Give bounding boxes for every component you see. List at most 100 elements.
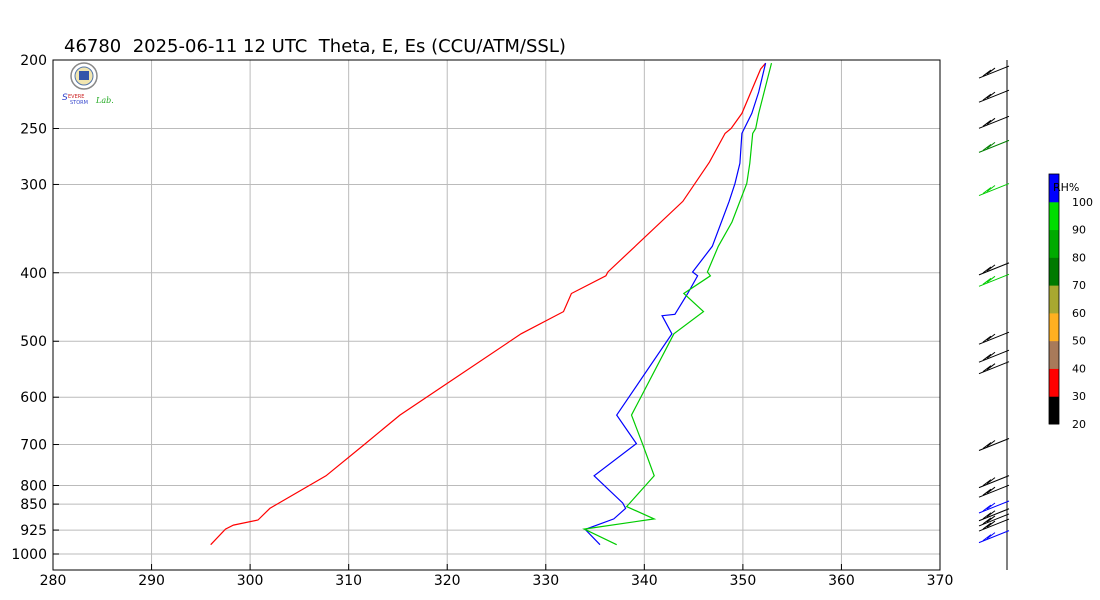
barb-staff: [978, 262, 1010, 276]
barb-staff: [978, 508, 1010, 522]
wind-barb: [978, 475, 1010, 489]
colorbar-tick-20: 20: [1072, 418, 1086, 431]
x-tick-label-330: 330: [532, 573, 559, 589]
x-tick-label-350: 350: [730, 573, 757, 589]
barb-feather: [982, 442, 992, 449]
colorbar-band: [1049, 396, 1059, 425]
wind-barb: [978, 484, 1010, 498]
wind-barb: [978, 262, 1010, 276]
barb-feather: [982, 517, 992, 525]
barb-feather: [982, 365, 992, 373]
colorbar-tick-100: 100: [1072, 196, 1093, 209]
svg-text:EVERE: EVERE: [68, 94, 84, 100]
x-tick-label-310: 310: [335, 573, 362, 589]
wind-barb: [978, 361, 1010, 375]
wind-barb: [978, 530, 1010, 544]
barb-feather: [982, 335, 992, 343]
barb-feather: [986, 185, 996, 192]
colorbar-band: [1049, 174, 1059, 203]
barb-staff: [978, 331, 1010, 345]
y-tick-label-700: 700: [20, 438, 47, 454]
rh-colorbar: 20 30 40 50 60 70 80 90 100 RH%: [1048, 173, 1093, 431]
x-tick-label-320: 320: [434, 573, 461, 589]
y-tick-label-800: 800: [20, 479, 47, 495]
chart-title: 46780 2025-06-11 12 UTC Theta, E, Es (CC…: [64, 36, 566, 57]
colorbar-band: [1049, 312, 1059, 342]
wind-barb: [978, 513, 1010, 527]
colorbar-tick-80: 80: [1072, 251, 1086, 264]
barb-feather: [986, 440, 996, 447]
barb-feather: [982, 522, 992, 530]
grid-lines: [53, 59, 940, 570]
barb-feather: [982, 266, 992, 274]
series-lines: [210, 62, 773, 546]
wind-barb: [978, 139, 1010, 153]
barb-staff: [978, 349, 1010, 363]
wind-barb-column: [978, 60, 1010, 570]
y-tick-label-200: 200: [20, 53, 47, 69]
barb-feather: [986, 502, 996, 510]
barb-staff: [978, 513, 1010, 527]
barb-feather: [986, 515, 996, 523]
x-tick-label-290: 290: [138, 573, 165, 589]
barb-feather: [986, 520, 996, 528]
barb-feather: [986, 351, 996, 359]
plot-frame: [52, 59, 941, 571]
colorbar-tick-70: 70: [1072, 279, 1086, 292]
barb-feather: [982, 534, 992, 542]
wind-barb: [978, 349, 1010, 363]
barb-feather: [986, 117, 996, 125]
wind-barb: [978, 89, 1010, 103]
x-tick-label-340: 340: [631, 573, 658, 589]
barb-feather: [986, 477, 996, 485]
barb-feather: [986, 264, 996, 272]
colorbar-band: [1049, 340, 1059, 369]
barb-feather: [986, 333, 996, 341]
barb-staff: [978, 500, 1010, 514]
colorbar-label: RH%: [1053, 181, 1079, 194]
barb-feather: [982, 479, 992, 487]
theta-e-line: [584, 62, 767, 546]
colorbar-frame: [1048, 173, 1060, 425]
colorbar-band: [1049, 229, 1059, 258]
y-tick-label-400: 400: [20, 266, 47, 282]
x-tick-label-280: 280: [40, 573, 67, 589]
barb-feather: [986, 510, 996, 518]
svg-text:Lab.: Lab.: [95, 96, 114, 105]
axes: [52, 59, 941, 571]
wind-barb: [978, 500, 1010, 514]
y-tick-label-250: 250: [20, 121, 47, 137]
barb-feather: [982, 69, 992, 77]
severe-storm-lab-logo: S EVERE STORM Lab.: [62, 62, 114, 106]
wind-barb: [978, 65, 1010, 79]
colorbar-tick-50: 50: [1072, 335, 1086, 348]
wind-barb: [978, 115, 1010, 129]
barb-feather: [986, 363, 996, 371]
barb-staff: [978, 273, 1010, 287]
barb-feather: [986, 275, 996, 283]
svg-text:STORM: STORM: [70, 100, 88, 106]
barb-feather: [982, 504, 992, 512]
barb-feather: [982, 277, 992, 285]
barb-staff: [978, 115, 1010, 129]
colorbar-band: [1049, 285, 1059, 314]
colorbar-tick-60: 60: [1072, 307, 1086, 320]
barb-staff: [978, 484, 1010, 498]
barb-feather: [982, 187, 992, 194]
y-tick-label-600: 600: [20, 390, 47, 406]
wind-barb: [978, 331, 1010, 345]
barb-feather: [982, 143, 992, 151]
barb-staff: [978, 361, 1010, 375]
tick-labels: 280 290 300 310 320 330 340 350 360 370 200 250 300 4…: [11, 53, 953, 589]
barb-feather: [986, 67, 996, 75]
barb-feather: [986, 532, 996, 540]
y-tick-label-500: 500: [20, 334, 47, 350]
colorbar-tick-30: 30: [1072, 390, 1086, 403]
y-tick-label-925: 925: [20, 523, 47, 539]
wind-barb: [978, 183, 1010, 196]
barb-staff: [978, 65, 1010, 79]
barb-staff: [978, 438, 1010, 451]
y-tick-label-300: 300: [20, 177, 47, 193]
wind-barb: [978, 273, 1010, 287]
